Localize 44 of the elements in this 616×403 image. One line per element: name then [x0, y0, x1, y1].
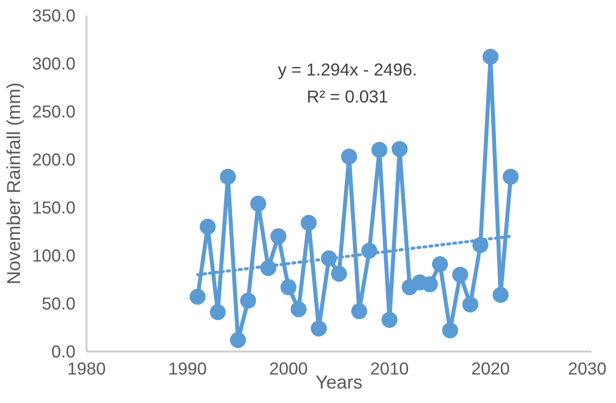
y-tick-label: 100.0 — [32, 246, 76, 266]
point — [382, 312, 398, 328]
point — [240, 292, 256, 309]
point — [442, 322, 458, 338]
point — [210, 304, 226, 320]
point — [280, 279, 296, 296]
point — [300, 214, 317, 231]
y-axis-title: November Rainfall (mm) — [3, 82, 24, 285]
y-tick-label: 0.0 — [51, 342, 76, 362]
point — [452, 266, 468, 283]
point — [230, 332, 246, 348]
point — [341, 148, 358, 165]
x-tick-label: 2020 — [471, 358, 510, 378]
y-tick-label: 200.0 — [32, 150, 76, 170]
y-tick-label: 350.0 — [32, 6, 76, 26]
annotation: y = 1.294x - 2496. — [278, 60, 418, 80]
point — [351, 303, 368, 320]
point — [190, 288, 206, 305]
x-axis-title: Years — [315, 372, 363, 392]
point — [371, 142, 388, 158]
point — [502, 168, 519, 185]
point — [250, 196, 266, 212]
point — [392, 140, 408, 157]
point — [200, 218, 216, 235]
y-tick-label: 250.0 — [32, 102, 76, 122]
x-tick-label: 2000 — [269, 358, 308, 378]
point — [462, 296, 478, 312]
point — [422, 276, 438, 292]
point — [290, 301, 307, 318]
x-tick-label: 1980 — [67, 358, 106, 378]
y-tick-label: 300.0 — [32, 54, 76, 74]
point — [432, 256, 448, 272]
point — [492, 286, 509, 303]
x-tick-label: 1990 — [168, 358, 207, 378]
y-tick-label: 150.0 — [32, 198, 76, 218]
x-tick-label: 2010 — [370, 358, 409, 378]
y-tick-label: 50.0 — [42, 294, 76, 314]
x-tick-label: 2030 — [568, 358, 607, 378]
annotation: R² = 0.031 — [306, 86, 388, 106]
point — [220, 168, 236, 185]
point — [270, 228, 286, 244]
point — [310, 320, 327, 336]
point — [482, 48, 498, 65]
point — [331, 266, 347, 282]
